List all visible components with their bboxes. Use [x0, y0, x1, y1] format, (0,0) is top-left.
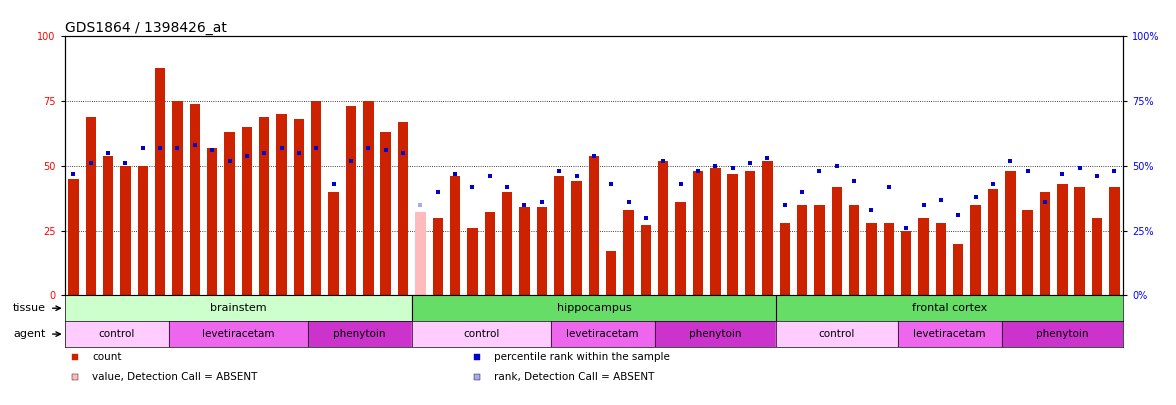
Bar — [65, 321, 169, 347]
Text: levetiracetam: levetiracetam — [914, 329, 985, 339]
Bar — [328, 192, 339, 295]
Bar — [744, 171, 755, 295]
Bar — [776, 321, 897, 347]
Bar — [901, 230, 911, 295]
Bar — [259, 117, 269, 295]
Bar — [693, 171, 703, 295]
Bar — [550, 321, 655, 347]
Bar — [520, 207, 529, 295]
Text: control: control — [463, 329, 500, 339]
Bar — [346, 107, 356, 295]
Bar — [572, 181, 582, 295]
Text: levetiracetam: levetiracetam — [567, 329, 639, 339]
Text: control: control — [99, 329, 135, 339]
Text: frontal cortex: frontal cortex — [911, 303, 987, 313]
Bar — [450, 176, 460, 295]
Text: agent: agent — [13, 329, 46, 339]
Bar — [294, 119, 305, 295]
Bar — [867, 223, 876, 295]
Bar — [554, 176, 564, 295]
Bar — [536, 207, 547, 295]
Bar — [589, 156, 599, 295]
Bar — [936, 223, 947, 295]
Bar — [1040, 192, 1050, 295]
Bar — [225, 132, 235, 295]
Bar — [1057, 184, 1068, 295]
Text: phenytoin: phenytoin — [333, 329, 386, 339]
Bar — [659, 161, 668, 295]
Text: percentile rank within the sample: percentile rank within the sample — [494, 352, 670, 362]
Text: brainstem: brainstem — [209, 303, 267, 313]
Bar — [138, 166, 148, 295]
Bar — [502, 192, 513, 295]
Text: rank, Detection Call = ABSENT: rank, Detection Call = ABSENT — [494, 372, 655, 382]
Bar — [797, 205, 807, 295]
Bar — [415, 213, 426, 295]
Bar — [467, 228, 477, 295]
Bar — [1022, 210, 1033, 295]
Bar — [918, 217, 929, 295]
Bar — [169, 321, 308, 347]
Bar — [1109, 187, 1120, 295]
Text: levetiracetam: levetiracetam — [202, 329, 274, 339]
Bar — [849, 205, 860, 295]
Bar — [776, 295, 1123, 321]
Bar — [86, 117, 96, 295]
Bar — [1091, 217, 1102, 295]
Bar — [814, 205, 824, 295]
Bar — [102, 156, 113, 295]
Bar — [241, 127, 252, 295]
Bar — [172, 101, 182, 295]
Bar — [412, 295, 776, 321]
Bar — [641, 226, 652, 295]
Bar — [276, 114, 287, 295]
Bar — [120, 166, 131, 295]
Bar — [485, 213, 495, 295]
Bar — [728, 174, 737, 295]
Bar — [710, 168, 721, 295]
Bar — [312, 101, 321, 295]
Bar — [1075, 187, 1085, 295]
Bar — [970, 205, 981, 295]
Bar — [1002, 321, 1123, 347]
Bar — [1005, 171, 1016, 295]
Bar — [68, 179, 79, 295]
Bar — [65, 295, 412, 321]
Text: phenytoin: phenytoin — [1036, 329, 1089, 339]
Bar — [381, 132, 390, 295]
Bar — [988, 189, 998, 295]
Bar — [207, 148, 218, 295]
Bar — [412, 321, 550, 347]
Bar — [363, 101, 374, 295]
Bar — [762, 161, 773, 295]
Bar — [675, 202, 686, 295]
Bar — [953, 243, 963, 295]
Text: phenytoin: phenytoin — [689, 329, 742, 339]
Bar — [780, 223, 790, 295]
Bar — [655, 321, 776, 347]
Text: value, Detection Call = ABSENT: value, Detection Call = ABSENT — [92, 372, 258, 382]
Bar — [397, 122, 408, 295]
Text: count: count — [92, 352, 121, 362]
Text: control: control — [818, 329, 855, 339]
Text: tissue: tissue — [13, 303, 46, 313]
Bar — [433, 217, 443, 295]
Bar — [897, 321, 1002, 347]
Bar — [155, 68, 166, 295]
Text: GDS1864 / 1398426_at: GDS1864 / 1398426_at — [65, 21, 227, 35]
Bar — [883, 223, 894, 295]
Bar — [623, 210, 634, 295]
Bar — [189, 104, 200, 295]
Bar — [831, 187, 842, 295]
Bar — [308, 321, 412, 347]
Bar — [606, 251, 616, 295]
Text: hippocampus: hippocampus — [556, 303, 632, 313]
